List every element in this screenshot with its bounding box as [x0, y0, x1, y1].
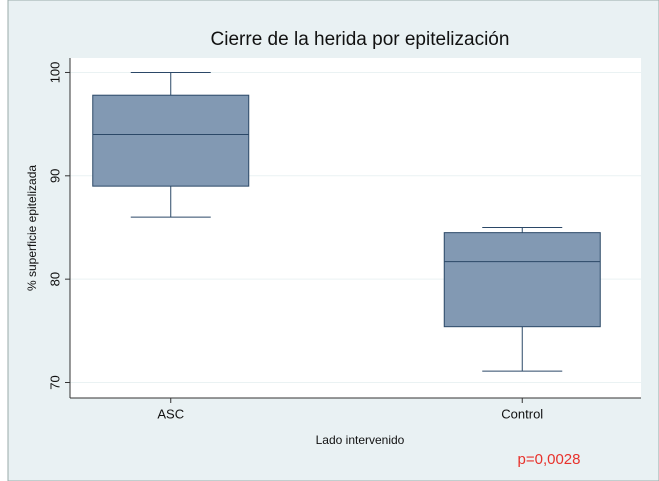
box — [443, 232, 601, 328]
y-tick-label: 70 — [47, 375, 62, 389]
x-axis-label: Lado intervenido — [316, 433, 405, 447]
x-tick-label: ASC — [157, 406, 184, 421]
box — [92, 94, 250, 187]
y-tick-label: 90 — [47, 169, 62, 183]
y-tick-label: 80 — [47, 272, 62, 286]
x-tick-label: Control — [501, 406, 543, 421]
chart-title: Cierre de la herida por epitelización — [211, 29, 510, 50]
y-axis-label: % superficie epitelizada — [25, 165, 39, 291]
annotation: p=0,0028 — [518, 451, 581, 468]
y-tick-label: 100 — [47, 62, 62, 84]
